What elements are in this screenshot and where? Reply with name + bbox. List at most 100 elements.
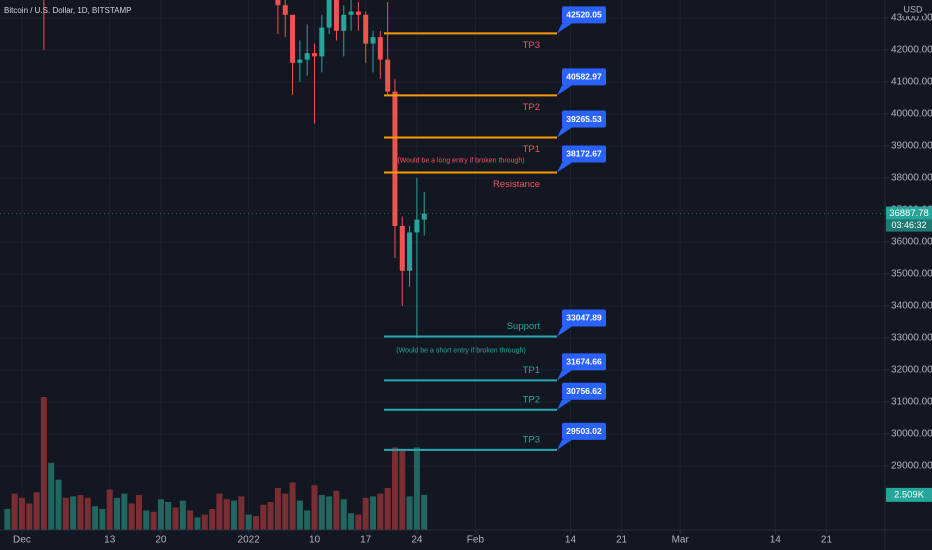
volume-bar [114,497,121,530]
candle-body [370,37,376,44]
candle-body [414,219,420,233]
candle-body [312,53,318,57]
volume-bar [289,482,296,530]
level-label: TP2 [523,102,540,113]
candle-body [392,91,398,226]
price-tag-label: 29503.02 [566,426,602,436]
volume-bar [413,447,420,530]
y-tick-label: 30000.00 [891,429,932,440]
tag-pointer [557,23,572,34]
price-tag [562,110,606,128]
candle-body [363,14,369,44]
last-price-label: 36887.78 [889,208,929,219]
candle-body [421,213,427,220]
price-tag [562,68,606,86]
volume-bar [333,490,340,530]
candle-body [297,59,303,63]
volume-bar [245,514,252,530]
volume-tag-label: 2.509K [894,489,925,500]
tag-pointer [557,127,572,138]
candle-body [355,11,361,15]
tag-pointer [557,370,572,381]
candle-body [282,5,288,15]
y-tick-label: 34000.00 [891,301,932,312]
level-note: (Would be a short entry if broken throug… [396,347,525,354]
level-label: TP1 [523,365,540,376]
volume-bar [92,506,99,530]
tag-pointer [557,439,572,450]
y-tick-label: 43000.00 [891,13,932,24]
volume-bar [318,495,325,530]
candle-body [290,14,296,63]
volume-bar [18,497,25,530]
volume-bar [296,500,303,530]
volume-bar [157,499,164,530]
y-tick-label: 39000.00 [891,141,932,152]
volume-bar [77,495,84,530]
volume-bar [326,496,333,530]
candle-body [319,27,325,57]
volume-bar [135,495,142,530]
y-tick-label: 40000.00 [891,109,932,120]
volume-bar [223,499,230,530]
price-tag-label: 31674.66 [566,357,602,367]
level-label: TP3 [523,434,540,445]
volume-bar [150,511,157,530]
candle-body [407,232,413,271]
candle-body [377,37,383,60]
x-tick-label: Mar [672,535,690,546]
candle-body [326,0,332,28]
volume-bar [348,513,355,530]
x-tick-label: 20 [155,535,167,546]
volume-tag [886,487,932,502]
x-tick-label: 24 [411,535,423,546]
countdown-label: 03:46:32 [891,220,926,230]
x-tick-label: Feb [467,535,485,546]
volume-bar [99,509,106,530]
price-tag-label: 40582.97 [566,72,602,82]
volume-bar [340,499,347,530]
candle-body [275,0,281,6]
volume-bar [406,496,413,530]
y-tick-label: 38000.00 [891,173,932,184]
price-tag [562,309,606,327]
volume-bar [362,497,369,530]
candle-body [385,59,391,92]
volume-bar [40,397,47,530]
volume-bar [267,502,274,530]
volume-bar [377,493,384,530]
candle-body [333,0,339,31]
volume-bar [370,496,377,530]
y-tick-label: 32000.00 [891,365,932,376]
volume-bar [209,509,216,530]
volume-bar [165,502,172,530]
volume-bar [274,488,281,530]
volume-bar [384,488,391,530]
currency-box [902,4,924,16]
volume-bar [252,516,259,530]
x-tick-label: 14 [770,535,782,546]
volume-bar [48,462,55,530]
volume-bar [84,497,91,530]
price-tag-label: 38172.67 [566,149,602,159]
volume-bar [311,485,318,530]
volume-bar [172,507,179,530]
volume-bar [355,514,362,530]
level-label: TP1 [523,144,540,155]
level-label: Support [507,321,541,332]
x-tick-label: 17 [360,535,372,546]
volume-bar [128,503,135,530]
y-tick-label: 35000.00 [891,269,932,280]
volume-bar [55,479,62,530]
y-tick-label: 41000.00 [891,77,932,88]
volume-bar [179,500,186,530]
volume-bar [194,517,201,530]
volume-bar [216,493,223,530]
currency-label: USD [903,4,923,14]
volume-bar [26,503,33,530]
tag-pointer [557,399,572,410]
price-tag-label: 39265.53 [566,114,602,124]
